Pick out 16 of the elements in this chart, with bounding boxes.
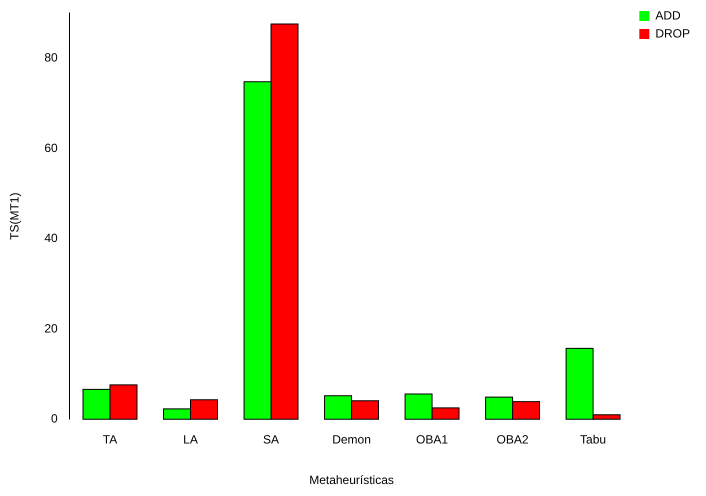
x-tick-label: LA (183, 432, 198, 447)
y-tick-label: 0 (51, 412, 58, 426)
y-tick-label: 20 (44, 321, 58, 336)
x-tick-label: TA (102, 432, 118, 447)
x-axis-title: Metaheurísticas (309, 473, 394, 488)
y-tick-label: 60 (44, 140, 58, 155)
x-tick-label: OBA2 (496, 432, 529, 447)
x-tick-label: Demon (332, 432, 371, 447)
legend-label: ADD (655, 8, 681, 22)
y-tick-label: 80 (44, 50, 58, 65)
x-tick-label: OBA1 (416, 432, 448, 447)
x-tick-label: SA (263, 432, 280, 447)
y-tick-label: 40 (44, 231, 58, 246)
legend-label: DROP (655, 26, 690, 40)
y-axis-title: TS(MT1) (8, 192, 22, 240)
x-tick-label: Tabu (580, 432, 606, 447)
